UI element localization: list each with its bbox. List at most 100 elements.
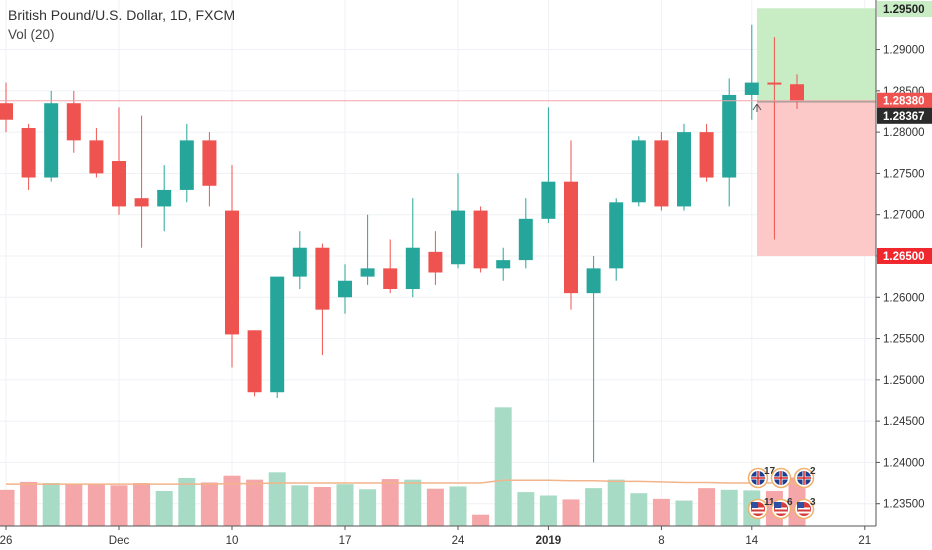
candle-body	[564, 181, 578, 294]
candle-body	[0, 103, 13, 120]
price-tick-label: 1.27500	[883, 168, 925, 180]
candle	[496, 247, 511, 281]
volume-bar	[562, 499, 580, 526]
time-tick-label: 24	[452, 535, 465, 547]
candle-body	[134, 198, 149, 207]
volume-bar	[720, 489, 738, 526]
time-tick-label: 8	[658, 535, 664, 547]
position-zones[interactable]	[757, 8, 876, 256]
us-flag-icon[interactable]: 3	[793, 497, 817, 520]
candle-body	[21, 127, 36, 178]
volume-ma	[6, 479, 798, 485]
candle-body	[66, 103, 81, 141]
candle	[541, 107, 556, 223]
volume-bar	[630, 493, 648, 526]
price-tag-label: 1.28367	[883, 111, 925, 123]
volume-bar	[87, 484, 105, 526]
volume-indicator-label[interactable]: Vol (20)	[8, 27, 55, 42]
candle-body	[270, 276, 285, 393]
volume-bar	[494, 407, 512, 526]
event-count: 3	[810, 497, 816, 508]
flag-stripe	[752, 511, 764, 514]
us-flag-icon[interactable]: 11	[747, 497, 776, 520]
volume-bar	[539, 495, 557, 526]
candle-body	[518, 218, 533, 261]
candle	[44, 90, 59, 182]
candle	[112, 107, 126, 215]
volume-bar	[585, 488, 603, 526]
candle	[631, 136, 646, 207]
flag-canton	[774, 502, 781, 508]
price-tick-label: 1.24000	[883, 457, 925, 469]
candle	[564, 140, 578, 310]
volume-bar	[404, 479, 422, 526]
candle	[315, 243, 330, 356]
volume-bar	[675, 500, 693, 526]
event-count: 11	[764, 497, 775, 508]
price-tag-background	[877, 107, 932, 124]
stop-zone	[757, 101, 876, 256]
volume-bar	[607, 479, 625, 526]
candle	[473, 206, 488, 273]
candle	[338, 264, 352, 314]
volume-bar	[42, 483, 60, 526]
event-count: 2	[810, 466, 816, 477]
volume-bar	[449, 486, 467, 526]
candle-body	[451, 210, 465, 265]
volume-bar	[359, 489, 377, 526]
uk-flag-icon[interactable]	[770, 467, 792, 489]
candle	[609, 198, 624, 281]
economic-events[interactable]: 17 2 11 6 3	[747, 466, 817, 520]
candle-body	[631, 140, 646, 203]
entry-price-tag: 1.28367	[877, 107, 932, 124]
volume-bar	[381, 479, 399, 526]
uk-flag-icon[interactable]: 17	[747, 466, 776, 489]
candle	[225, 165, 239, 368]
entry-arrow-icon	[752, 103, 762, 112]
volume-bar	[313, 487, 331, 526]
flag-stripe	[752, 507, 764, 510]
candle-body	[112, 161, 126, 207]
time-tick-label: 2019	[536, 535, 562, 547]
candle	[179, 123, 194, 203]
volume-ma-line	[6, 479, 798, 485]
price-tag-label: 1.26500	[883, 251, 925, 263]
candle	[654, 132, 669, 211]
candle-body	[790, 84, 804, 101]
volume-bar	[652, 498, 670, 526]
volume-bar	[426, 488, 444, 526]
price-tag-background	[877, 92, 932, 109]
volume-bar	[336, 484, 354, 526]
candle	[744, 24, 759, 120]
volume-bar	[0, 489, 15, 526]
time-tick-label: 26	[0, 535, 12, 547]
volume-bar	[155, 490, 173, 526]
candle	[790, 74, 804, 109]
candle	[202, 132, 217, 207]
candle-body	[722, 94, 737, 178]
us-flag-icon[interactable]: 6	[770, 497, 794, 520]
candle-body	[338, 280, 352, 298]
volume-bar	[517, 492, 535, 526]
candle	[89, 127, 104, 178]
volume-bar	[178, 477, 196, 526]
price-tick-label: 1.24500	[883, 416, 925, 428]
candle-body	[654, 140, 669, 207]
volume-bar	[20, 481, 38, 526]
target-price-tag: 1.29500	[877, 1, 932, 17]
candle	[405, 198, 420, 298]
uk-flag-icon[interactable]: 2	[793, 466, 817, 489]
candle-body	[89, 140, 104, 174]
candle-body	[744, 82, 759, 95]
volume-bar	[698, 488, 716, 526]
candle	[383, 239, 398, 294]
candle-body	[428, 251, 443, 273]
price-tag-background	[877, 1, 932, 17]
candle	[767, 37, 782, 240]
candle-body	[541, 181, 556, 219]
time-tick-label: 14	[745, 535, 758, 547]
volume-bar	[223, 475, 241, 526]
